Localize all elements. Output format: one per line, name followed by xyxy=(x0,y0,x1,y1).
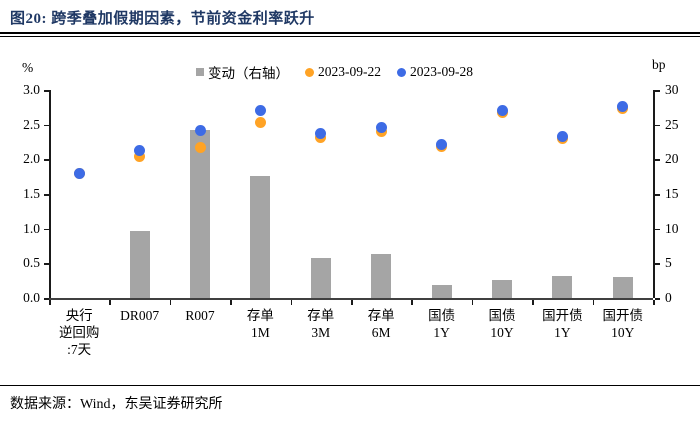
left-axis-tick xyxy=(44,263,49,265)
x-axis-label-存单6M: 存单 6M xyxy=(367,308,395,340)
left-axis-tick-label: 0.5 xyxy=(23,255,40,271)
bar-存单6M xyxy=(371,253,392,298)
left-axis-tick xyxy=(44,159,49,161)
left-axis-tick-label: 2.5 xyxy=(23,116,40,132)
bar-国债10Y xyxy=(492,279,512,298)
x-axis-tick xyxy=(290,300,293,305)
legend-item-0928: 2023-09-28 xyxy=(397,64,473,80)
right-axis-tick-label: 25 xyxy=(665,116,679,132)
blue-dot-swatch xyxy=(397,67,406,77)
x-axis-tick xyxy=(351,300,353,305)
dot-2023-09-28-存单1M xyxy=(254,104,266,116)
bar-国债1Y xyxy=(431,284,452,298)
x-axis-tick xyxy=(411,300,413,305)
bar-R007 xyxy=(190,129,210,298)
left-axis-line xyxy=(49,90,51,298)
right-axis-tick-label: 10 xyxy=(665,220,679,236)
x-axis-tick xyxy=(532,300,534,305)
chart-legend: 变动（右轴） 2023-09-22 2023-09-28 xyxy=(196,62,473,82)
right-axis-tick-label: 20 xyxy=(665,151,679,167)
x-axis-tick xyxy=(49,300,51,305)
x-axis-label-存单3M: 存单 3M xyxy=(307,308,335,340)
x-axis-label-存单1M: 存单 1M xyxy=(246,308,274,340)
data-source: 数据来源：Wind，东吴证券研究所 xyxy=(10,397,223,412)
x-axis-label-R007: R007 xyxy=(185,308,215,323)
left-axis-tick xyxy=(44,228,49,231)
x-axis-tick xyxy=(653,300,655,305)
legend-label-0928: 2023-09-28 xyxy=(410,64,473,79)
x-axis-tick xyxy=(592,300,595,305)
legend-label-0922: 2023-09-22 xyxy=(318,64,381,79)
right-axis-tick xyxy=(654,90,660,92)
right-axis-line xyxy=(653,90,655,298)
dot-2023-09-28-国开债1Y xyxy=(556,130,568,142)
left-axis-tick-label: 2.0 xyxy=(23,151,40,167)
right-axis-tick-label: 0 xyxy=(665,290,672,305)
right-axis-tick xyxy=(654,124,660,127)
left-axis-tick-label: 0.0 xyxy=(23,290,40,305)
left-axis-tick xyxy=(44,124,49,127)
x-axis-label-央行逆回购:7天: 央行 逆回购:7天 xyxy=(58,308,100,357)
legend-label-change: 变动（右轴） xyxy=(208,66,289,81)
left-axis-tick-label: 1.5 xyxy=(23,186,40,201)
x-axis-label-国债1Y: 国债 1Y xyxy=(428,308,456,340)
dot-2023-09-28-国债1Y xyxy=(436,139,448,151)
dot-2023-09-28-存单3M xyxy=(315,128,327,140)
left-axis-unit: % xyxy=(22,60,34,75)
bar-series-swatch xyxy=(196,68,204,76)
bar-国开债1Y xyxy=(552,275,573,298)
right-axis-tick xyxy=(654,263,660,265)
bar-存单1M xyxy=(250,175,271,298)
right-axis-tick xyxy=(654,194,660,196)
dot-2023-09-22-R007 xyxy=(194,142,206,154)
dot-2023-09-28-国开债10Y xyxy=(617,101,629,113)
title-divider xyxy=(0,32,700,37)
right-axis-tick xyxy=(654,228,660,231)
bar-DR007 xyxy=(129,230,150,298)
legend-item-change: 变动（右轴） xyxy=(196,62,289,82)
dot-2023-09-28-国债10Y xyxy=(496,105,508,117)
x-axis-tick xyxy=(109,300,111,305)
orange-dot-swatch xyxy=(305,67,314,77)
dot-2023-09-22-DR007 xyxy=(134,151,146,163)
bar-存单3M xyxy=(310,257,331,298)
dot-2023-09-22-存单1M xyxy=(254,117,266,129)
dot-2023-09-28-存单6M xyxy=(375,121,387,133)
bottom-axis-line xyxy=(49,298,653,300)
dot-2023-09-28-DR007 xyxy=(134,144,146,156)
x-axis-label-国债10Y: 国债 10Y xyxy=(488,308,516,340)
x-axis-tick xyxy=(230,300,232,305)
left-axis-tick-label: 1.0 xyxy=(23,220,40,236)
right-axis-tick xyxy=(654,298,660,300)
left-axis-tick-label: 3.0 xyxy=(23,82,40,97)
right-axis-tick xyxy=(654,159,660,161)
left-axis-tick xyxy=(44,90,49,92)
right-axis-tick-label: 15 xyxy=(665,186,679,201)
x-axis-tick xyxy=(471,300,474,305)
right-axis-tick-label: 30 xyxy=(665,82,679,97)
bar-国开债10Y xyxy=(612,276,633,298)
x-axis-tick xyxy=(169,300,172,305)
x-axis-label-DR007: DR007 xyxy=(120,308,160,323)
left-axis-tick xyxy=(44,194,49,196)
footer-divider xyxy=(0,385,700,386)
chart-title: 图20: 跨季叠加假期因素，节前资金利率跃升 xyxy=(10,11,315,27)
right-axis-unit: bp xyxy=(652,57,666,72)
x-axis-label-国开债1Y: 国开债 1Y xyxy=(542,308,583,340)
dot-2023-09-28-R007 xyxy=(194,124,206,136)
dot-2023-09-28-央行逆回购:7天 xyxy=(73,167,85,179)
right-axis-tick-label: 5 xyxy=(665,255,672,271)
legend-item-0922: 2023-09-22 xyxy=(305,64,381,80)
left-axis-tick xyxy=(44,298,49,300)
x-axis-label-国开债10Y: 国开债 10Y xyxy=(602,308,644,340)
